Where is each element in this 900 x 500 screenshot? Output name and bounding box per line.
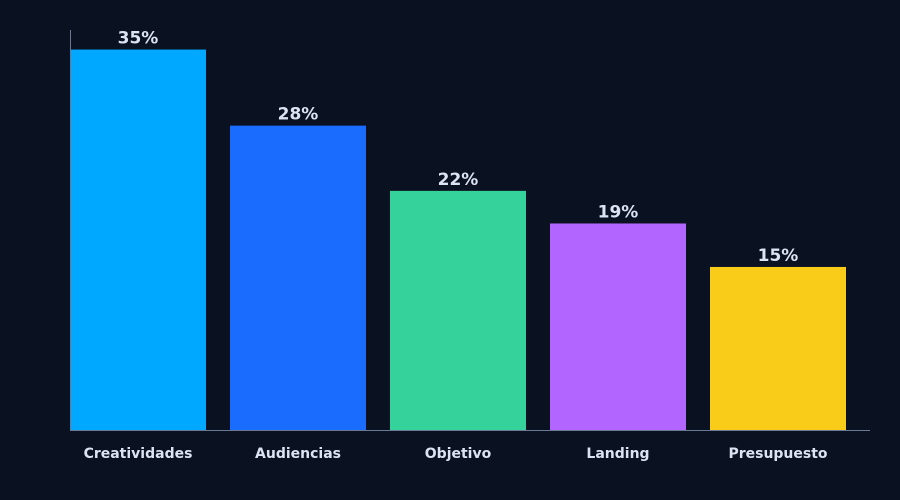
value-label-presupuesto: 15% xyxy=(758,246,799,266)
category-label-presupuesto: Presupuesto xyxy=(728,446,827,462)
bar-objetivo xyxy=(390,190,526,430)
bar-landing xyxy=(550,223,686,430)
category-label-objetivo: Objetivo xyxy=(425,446,492,462)
bar-audiencias xyxy=(230,125,366,431)
value-labels-layer: 35% 28% 22% 19% 15% xyxy=(118,29,799,266)
category-label-creatividades: Creatividades xyxy=(84,446,193,462)
bars-layer xyxy=(70,49,846,431)
bar-creatividades xyxy=(70,49,206,430)
bar-presupuesto xyxy=(710,266,846,430)
category-label-landing: Landing xyxy=(586,446,649,462)
category-label-audiencias: Audiencias xyxy=(255,446,341,462)
category-labels-layer: Creatividades Audiencias Objetivo Landing Pr… xyxy=(84,446,828,462)
axes-layer xyxy=(70,30,870,431)
value-label-audiencias: 28% xyxy=(278,105,319,125)
value-label-objetivo: 22% xyxy=(438,170,479,190)
value-label-landing: 19% xyxy=(598,202,639,222)
value-label-creatividades: 35% xyxy=(118,29,159,49)
